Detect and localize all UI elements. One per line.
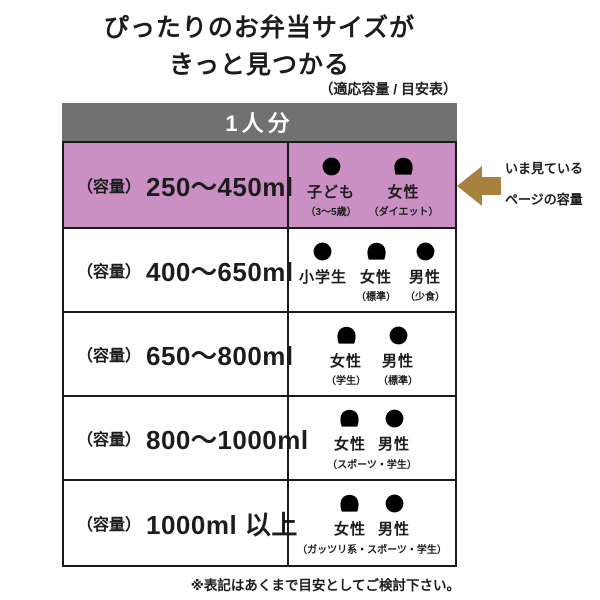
capacity-value: 250〜450ml	[146, 171, 294, 202]
capacity-label: （容量）	[77, 432, 142, 449]
person-schoolchild: 小学生	[299, 237, 347, 288]
person-name: 男性	[378, 436, 411, 453]
man-icon	[381, 404, 408, 431]
table-row-400-650: （容量） 400〜650ml 小学生 女性 （標準）	[64, 229, 455, 313]
people-group: 女性 男性	[334, 489, 410, 539]
page-title-line2: きっと見つかる	[168, 51, 350, 79]
person-woman: 女性 （学生）	[326, 321, 366, 387]
capacity-cell: （容量） 800〜1000ml	[64, 397, 308, 479]
person-woman: 女性 （標準）	[356, 237, 396, 303]
capacity-value: 400〜650ml	[146, 256, 294, 287]
table-row-1000-plus: （容量） 1000ml 以上 女性 男性 （ガッツリ系・スポ	[64, 481, 455, 565]
people-group: 子ども （3〜5歳） 女性 （ダイエット）	[305, 152, 439, 218]
capacity-cell: （容量） 400〜650ml	[64, 229, 293, 311]
capacity-value: 1000ml 以上	[146, 509, 298, 540]
person-man: 男性	[378, 404, 410, 454]
table-row-650-800: （容量） 650〜800ml 女性 （学生） 男性 （標準）	[64, 313, 455, 397]
annotation-line1: いま見ている	[505, 161, 584, 176]
woman-icon	[336, 489, 363, 516]
page-title-line1: ぴったりのお弁当サイズが	[103, 14, 416, 42]
capacity-cell: （容量） 650〜800ml	[64, 313, 293, 395]
man-icon	[385, 321, 412, 348]
person-name: 女性	[387, 183, 420, 201]
person-name: 女性	[333, 521, 366, 538]
person-name: 男性	[408, 268, 441, 286]
capacity-label: （容量）	[77, 348, 142, 365]
capacity-cell: （容量） 1000ml 以上	[64, 481, 297, 565]
person-man: 男性 （少食）	[405, 237, 445, 303]
child-icon	[309, 237, 336, 264]
person-man: 男性	[378, 489, 410, 539]
left-arrow-icon	[457, 166, 501, 206]
person-woman: 女性 （ダイエット）	[369, 152, 439, 218]
audience-cell: 女性 男性 （スポーツ・学生）	[289, 397, 455, 479]
capacity-cell: （容量） 250〜450ml	[64, 143, 293, 227]
person-note: （標準）	[378, 375, 418, 387]
person-name: 子ども	[307, 183, 356, 201]
group-note: （ガッツリ系・スポーツ・学生）	[297, 545, 447, 556]
person-note: （標準）	[356, 291, 396, 303]
person-woman: 女性	[334, 489, 366, 539]
person-note: （少食）	[405, 291, 445, 303]
capacity-table: 1人分 （容量） 250〜450ml 子ども （3〜5歳）	[62, 103, 457, 567]
person-woman: 女性	[334, 404, 366, 454]
person-name: 小学生	[298, 268, 347, 286]
woman-icon	[333, 321, 360, 348]
table-body: （容量） 250〜450ml 子ども （3〜5歳） 女性 （ダイエット）	[62, 141, 457, 567]
audience-cell: 小学生 女性 （標準） 男性 （少食）	[289, 229, 455, 311]
group-note: （スポーツ・学生）	[327, 460, 417, 471]
table-row-250-450: （容量） 250〜450ml 子ども （3〜5歳） 女性 （ダイエット）	[64, 143, 455, 229]
woman-icon	[390, 152, 417, 179]
table-header-one-person: 1人分	[62, 103, 457, 141]
woman-icon	[336, 404, 363, 431]
person-name: 女性	[329, 352, 362, 370]
table-subtitle: （適応容量 / 目安表）	[319, 81, 457, 97]
person-note: （ダイエット）	[368, 206, 439, 218]
child-icon	[318, 152, 345, 179]
man-icon	[412, 237, 439, 264]
capacity-label: （容量）	[77, 517, 142, 534]
annotation-line2: ページの容量	[505, 192, 583, 207]
person-child: 子ども （3〜5歳）	[305, 152, 357, 218]
table-row-800-1000: （容量） 800〜1000ml 女性 男性 （スポーツ・学生	[64, 397, 455, 481]
people-group: 女性 男性	[334, 404, 410, 454]
page-title: ぴったりのお弁当サイズが きっと見つかる	[62, 10, 457, 84]
capacity-label: （容量）	[77, 179, 142, 196]
audience-cell: 女性 男性 （ガッツリ系・スポーツ・学生）	[289, 481, 455, 565]
person-man: 男性 （標準）	[378, 321, 418, 387]
capacity-value: 800〜1000ml	[146, 424, 309, 455]
capacity-value: 650〜800ml	[146, 340, 294, 371]
person-name: 女性	[333, 436, 366, 453]
people-group: 小学生 女性 （標準） 男性 （少食）	[299, 237, 445, 303]
woman-icon	[363, 237, 390, 264]
person-name: 女性	[359, 268, 392, 286]
audience-cell: 女性 （学生） 男性 （標準）	[289, 313, 455, 395]
person-name: 男性	[381, 352, 414, 370]
capacity-label: （容量）	[77, 264, 142, 281]
audience-cell: 子ども （3〜5歳） 女性 （ダイエット）	[289, 143, 455, 227]
current-page-annotation: いま見ている ページの容量	[505, 153, 600, 215]
people-group: 女性 （学生） 男性 （標準）	[326, 321, 418, 387]
disclaimer-text: ※表記はあくまで目安としてご検討下さい。	[190, 578, 460, 593]
person-note: （3〜5歳）	[305, 206, 357, 218]
man-icon	[381, 489, 408, 516]
person-note: （学生）	[326, 375, 366, 387]
person-name: 男性	[378, 521, 411, 538]
